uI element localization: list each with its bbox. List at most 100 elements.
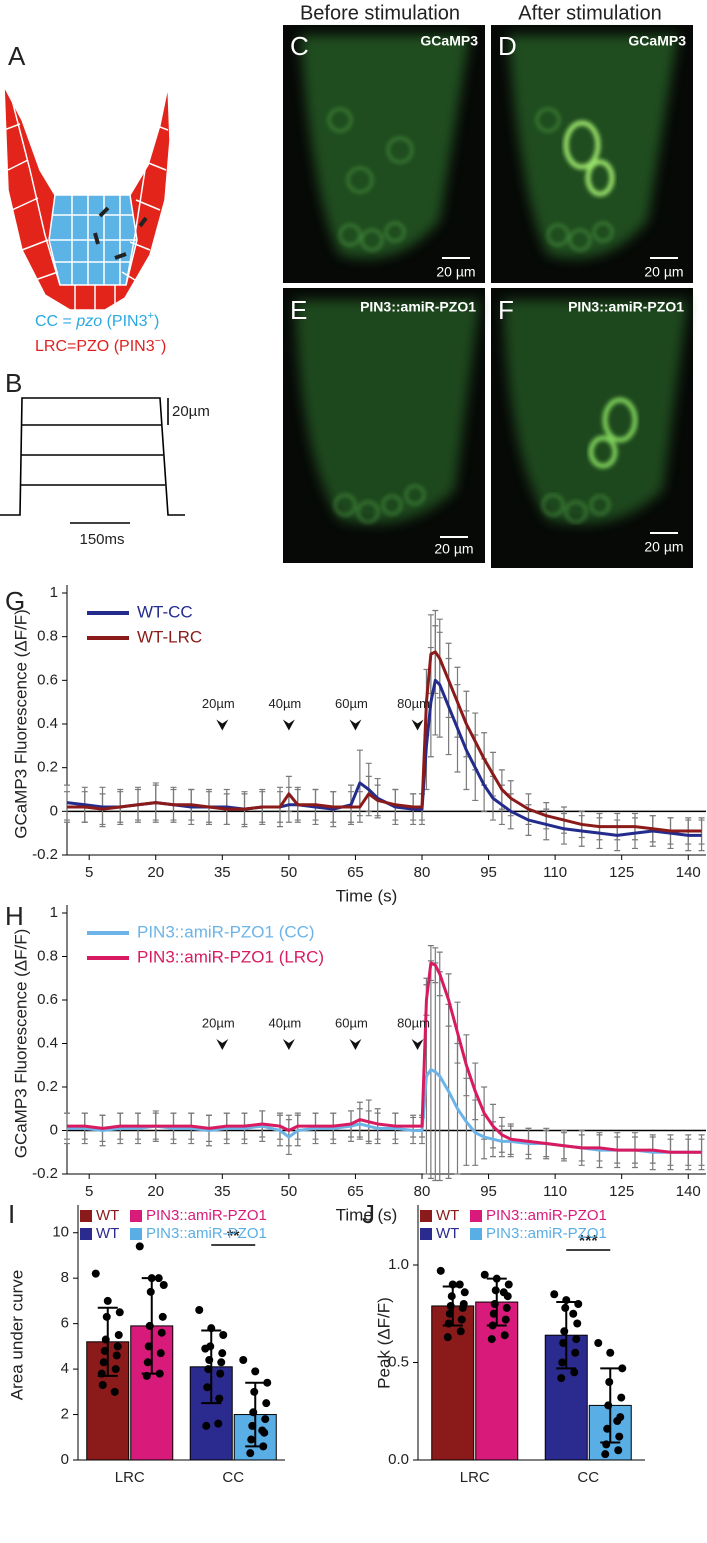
data-point <box>102 1312 111 1321</box>
data-point <box>147 1274 156 1283</box>
data-point <box>605 1378 614 1386</box>
data-point <box>550 1290 559 1299</box>
y-tick-label: 4 <box>61 1360 69 1377</box>
x-tick-label: 20 <box>147 1183 164 1200</box>
scale-label: 150ms <box>79 531 124 548</box>
legend-swatch <box>80 1210 92 1222</box>
data-point <box>97 1369 106 1378</box>
images: Before stimulation After stimulation C G… <box>283 2 693 568</box>
data-point <box>613 1417 622 1425</box>
data-point <box>602 1440 611 1449</box>
data-point <box>159 1281 168 1289</box>
x-tick-label: CC <box>222 1469 244 1486</box>
x-tick-label: LRC <box>115 1469 145 1486</box>
data-point <box>571 1348 580 1357</box>
significance-label: ** <box>227 1228 240 1245</box>
panel-letter: B <box>5 368 22 398</box>
data-point <box>561 1303 570 1312</box>
scale-label: 20 µm <box>644 264 683 280</box>
data-point <box>262 1399 271 1408</box>
error-bar <box>698 1138 705 1166</box>
data-point <box>457 1315 466 1324</box>
data-point <box>259 1442 268 1451</box>
x-tick-label: 5 <box>85 864 93 881</box>
data-point <box>456 1327 465 1336</box>
data-point <box>562 1296 571 1305</box>
legend-swatch <box>470 1228 482 1240</box>
data-point <box>214 1419 223 1428</box>
data-point <box>443 1333 452 1342</box>
legend-label: PIN3::amiR-PZO1 <box>146 1225 267 1242</box>
bar <box>431 1305 475 1461</box>
image-label: GCaMP3 <box>420 33 478 49</box>
x-tick-label: 95 <box>480 1183 497 1200</box>
data-point <box>573 1319 582 1328</box>
data-point <box>249 1408 258 1417</box>
data-point <box>205 1356 214 1364</box>
data-point <box>219 1331 228 1339</box>
x-tick-label: 80 <box>414 1183 431 1200</box>
data-point <box>446 1301 455 1310</box>
y-tick-label: 0.6 <box>37 671 58 688</box>
annotation-arrow <box>411 1039 424 1051</box>
y-axis-title: Peak (ΔF/F) <box>374 1297 393 1389</box>
legend-label: PIN3::amiR-PZO1 <box>486 1207 607 1224</box>
legend-swatch <box>80 1228 92 1240</box>
x-tick-label: 50 <box>281 1183 298 1200</box>
y-tick-label: 0.8 <box>37 947 58 964</box>
column-header: After stimulation <box>518 2 661 24</box>
y-tick-label: 1.0 <box>388 1256 409 1273</box>
annotation-label: 40µm <box>268 696 301 711</box>
data-point <box>98 1381 107 1389</box>
y-tick-label: 0.4 <box>37 1034 58 1051</box>
image-e: E PIN3::amiR-PZO1 20 µm <box>283 288 485 563</box>
data-point <box>594 1339 603 1347</box>
y-axis-title: GCaMP3 Fluorescence (ΔF/F) <box>11 609 30 839</box>
data-point <box>115 1308 124 1317</box>
data-point <box>111 1365 120 1374</box>
data-point <box>617 1393 626 1402</box>
legend-label: WT <box>96 1207 119 1224</box>
data-point <box>488 1321 497 1330</box>
y-tick-label: 2 <box>61 1406 69 1423</box>
x-tick-label: 110 <box>543 864 567 881</box>
image-label: PIN3::amiR-PZO1 <box>360 299 476 315</box>
data-point <box>239 1356 248 1364</box>
y-tick-label: 0.8 <box>37 628 58 645</box>
y-tick-label: 10 <box>52 1224 69 1241</box>
data-point <box>110 1387 119 1396</box>
panel-letter: E <box>290 295 307 325</box>
x-tick-label: 5 <box>85 1183 93 1200</box>
data-point <box>91 1269 100 1278</box>
legend-label: PIN3::amiR-PZO1 <box>146 1207 267 1224</box>
cc-label: CC = pzo (PIN3+) <box>35 310 159 330</box>
data-point <box>570 1368 579 1377</box>
series-line <box>67 961 702 1154</box>
data-point <box>195 1306 204 1314</box>
data-point <box>217 1358 226 1367</box>
series-line <box>66 678 702 837</box>
x-tick-label: 80 <box>414 864 431 881</box>
x-tick-label: CC <box>577 1469 599 1486</box>
x-tick-label: LRC <box>460 1469 490 1486</box>
y-tick-label: 0.0 <box>388 1451 409 1468</box>
y-tick-label: 1 <box>50 904 58 921</box>
y-tick-label: 0 <box>61 1451 69 1468</box>
data-point <box>146 1287 155 1296</box>
panel-letter: J <box>362 1199 375 1229</box>
x-tick-label: 110 <box>543 1183 567 1200</box>
data-point <box>499 1288 508 1297</box>
annotation-label: 80µm <box>397 696 430 711</box>
annotation-label: 60µm <box>335 696 368 711</box>
data-point <box>455 1280 464 1289</box>
x-tick-label: 125 <box>609 1183 634 1200</box>
panel-letter: A <box>8 41 26 71</box>
data-point <box>606 1348 615 1357</box>
y-tick-label: 1 <box>50 584 58 601</box>
data-point <box>604 1401 613 1410</box>
data-point <box>207 1324 216 1333</box>
y-tick-label: 0.2 <box>37 759 58 776</box>
legend-label: PIN3::amiR-PZO1 (CC) <box>137 922 315 941</box>
y-tick-label: 0.5 <box>388 1353 409 1370</box>
data-point <box>101 1335 110 1344</box>
